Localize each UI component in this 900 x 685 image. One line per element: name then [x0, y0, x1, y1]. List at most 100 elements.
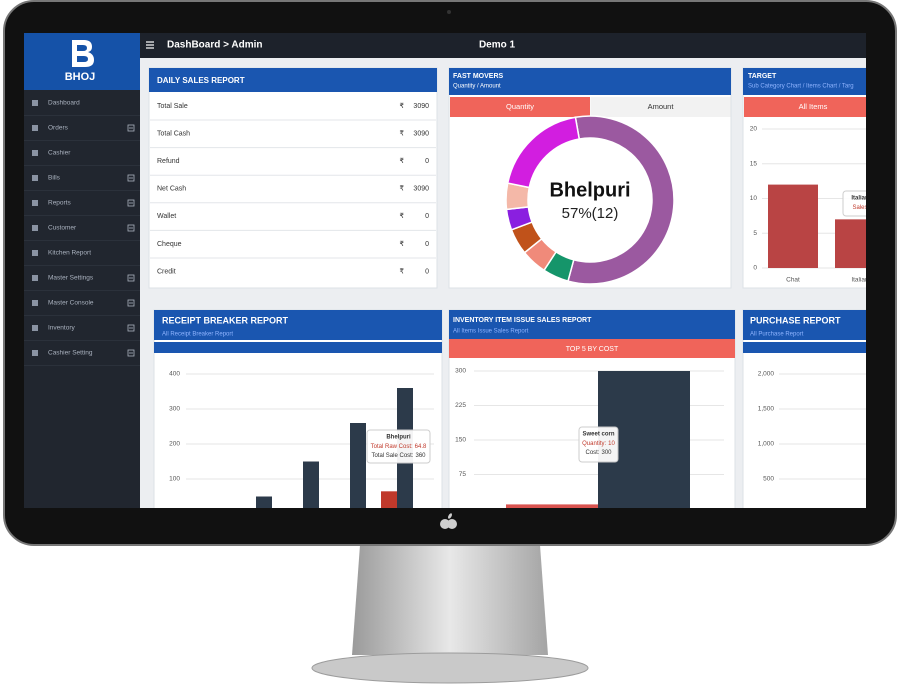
sidebar-icon [32, 325, 38, 331]
row-label: Refund [157, 158, 180, 165]
sidebar-item[interactable]: Reports [24, 199, 140, 216]
panel-header [449, 310, 735, 340]
expand-icon [127, 199, 135, 207]
tooltip-value: 64.8 [415, 444, 427, 450]
logo-leaf [448, 513, 452, 519]
tooltip-series: Sales [852, 205, 866, 211]
x-tick-label: Chat [786, 277, 800, 284]
sidebar-label: Bills [48, 175, 61, 182]
panel-header [743, 68, 866, 95]
sidebar-item[interactable]: Master Settings [24, 274, 140, 291]
tab-background[interactable] [744, 97, 866, 117]
tab-background [450, 97, 590, 117]
bar [350, 423, 366, 508]
sidebar-item[interactable]: Bills [24, 174, 140, 191]
tooltip-series: Cost: [585, 450, 599, 456]
y-tick-label: 20 [750, 126, 758, 133]
tooltip-value: 300 [602, 450, 613, 456]
sidebar-icon [32, 125, 38, 131]
bar [835, 219, 866, 268]
currency: ₹ [400, 102, 405, 110]
sidebar-item[interactable]: Cashier Setting [24, 349, 140, 366]
sidebar-label: Reports [48, 200, 72, 207]
sidebar-icon [32, 175, 38, 181]
tooltip [842, 190, 866, 217]
stand-neck [352, 545, 548, 655]
tooltip-line: Sales [852, 205, 866, 211]
logo-mark [72, 40, 94, 67]
expand-icon [127, 274, 135, 282]
sidebar-item[interactable]: Orders [24, 124, 140, 141]
y-tick-label: 2,000 [758, 371, 775, 378]
currency: ₹ [400, 240, 405, 248]
row-label: Credit [157, 268, 176, 275]
apple-logo [440, 513, 457, 529]
panel-strip [154, 342, 442, 353]
tooltip [578, 426, 619, 463]
expand-icon [127, 349, 135, 357]
bar [381, 491, 397, 508]
top-bar [24, 33, 866, 58]
sidebar-icon [32, 350, 38, 356]
sidebar-item[interactable]: Inventory [24, 324, 140, 341]
row-label: Cheque [157, 241, 182, 248]
expand-icon [127, 124, 135, 132]
panel-subtitle: All Items Issue Sales Report [453, 329, 529, 335]
row-amount: 0 [425, 268, 429, 275]
row-amount: 0 [425, 213, 429, 220]
tooltip-series: Quantity: [582, 441, 606, 447]
tooltip-title: Sweet corn [582, 432, 614, 438]
tab[interactable]: Quantity [450, 97, 590, 117]
tooltip-line: Total Sale Cost: 360 [371, 453, 426, 459]
panel-title: DAILY SALES REPORT [157, 76, 245, 85]
bar [768, 184, 818, 268]
sidebar-icon [32, 100, 38, 106]
sidebar-icon [32, 225, 38, 231]
page-title: Demo 1 [479, 40, 516, 51]
y-tick-label: 1,000 [758, 441, 775, 448]
tab-background [590, 97, 731, 117]
stand-base [311, 652, 589, 684]
y-tick-label: 400 [169, 371, 180, 378]
sidebar-item[interactable]: Kitchen Report [24, 250, 140, 266]
currency: ₹ [400, 185, 405, 193]
sidebar-label: Orders [48, 125, 69, 132]
expand-icon [127, 174, 135, 182]
panel [148, 67, 438, 289]
expand-icon [127, 299, 135, 307]
sidebar-label: Cashier Setting [48, 350, 93, 357]
row-amount: 3090 [413, 130, 429, 137]
y-tick-label: 75 [459, 471, 467, 478]
panel-header [743, 310, 866, 340]
logo-part [440, 519, 450, 529]
currency: ₹ [400, 157, 405, 165]
donut-center-label: Bhelpuri [549, 179, 630, 201]
row-label: Total Cash [157, 130, 190, 137]
sidebar-label: Master Settings [48, 275, 94, 282]
tab[interactable]: Amount [590, 97, 731, 117]
row-label: Total Sale [157, 103, 188, 110]
sidebar-item[interactable]: Cashier [24, 150, 140, 166]
tooltip-series: Total Raw Cost: [371, 444, 413, 450]
tooltip [366, 429, 431, 464]
tab-background[interactable] [449, 339, 735, 358]
menu-icon[interactable] [146, 41, 154, 49]
panel-strip [743, 342, 866, 353]
sidebar-label: Dashboard [48, 100, 80, 107]
y-tick-label: 10 [750, 195, 758, 202]
sidebar-item[interactable]: Dashboard [24, 100, 140, 116]
sidebar-item[interactable]: Customer [24, 224, 140, 241]
bar [256, 496, 272, 508]
row-amount: 0 [425, 241, 429, 248]
x-tick-label: Italian [851, 277, 866, 284]
panel-subtitle: Quantity / Amount [453, 84, 501, 90]
panel-header [149, 68, 437, 92]
y-tick-label: 300 [169, 406, 180, 413]
sidebar-item[interactable]: Master Console [24, 299, 140, 316]
tooltip-value: 10 [608, 441, 615, 447]
sidebar-icon [32, 250, 38, 256]
y-tick-label: 5 [753, 230, 757, 237]
panel-title: RECEIPT BREAKER REPORT [162, 315, 289, 325]
panel-title: TARGET [748, 73, 777, 80]
